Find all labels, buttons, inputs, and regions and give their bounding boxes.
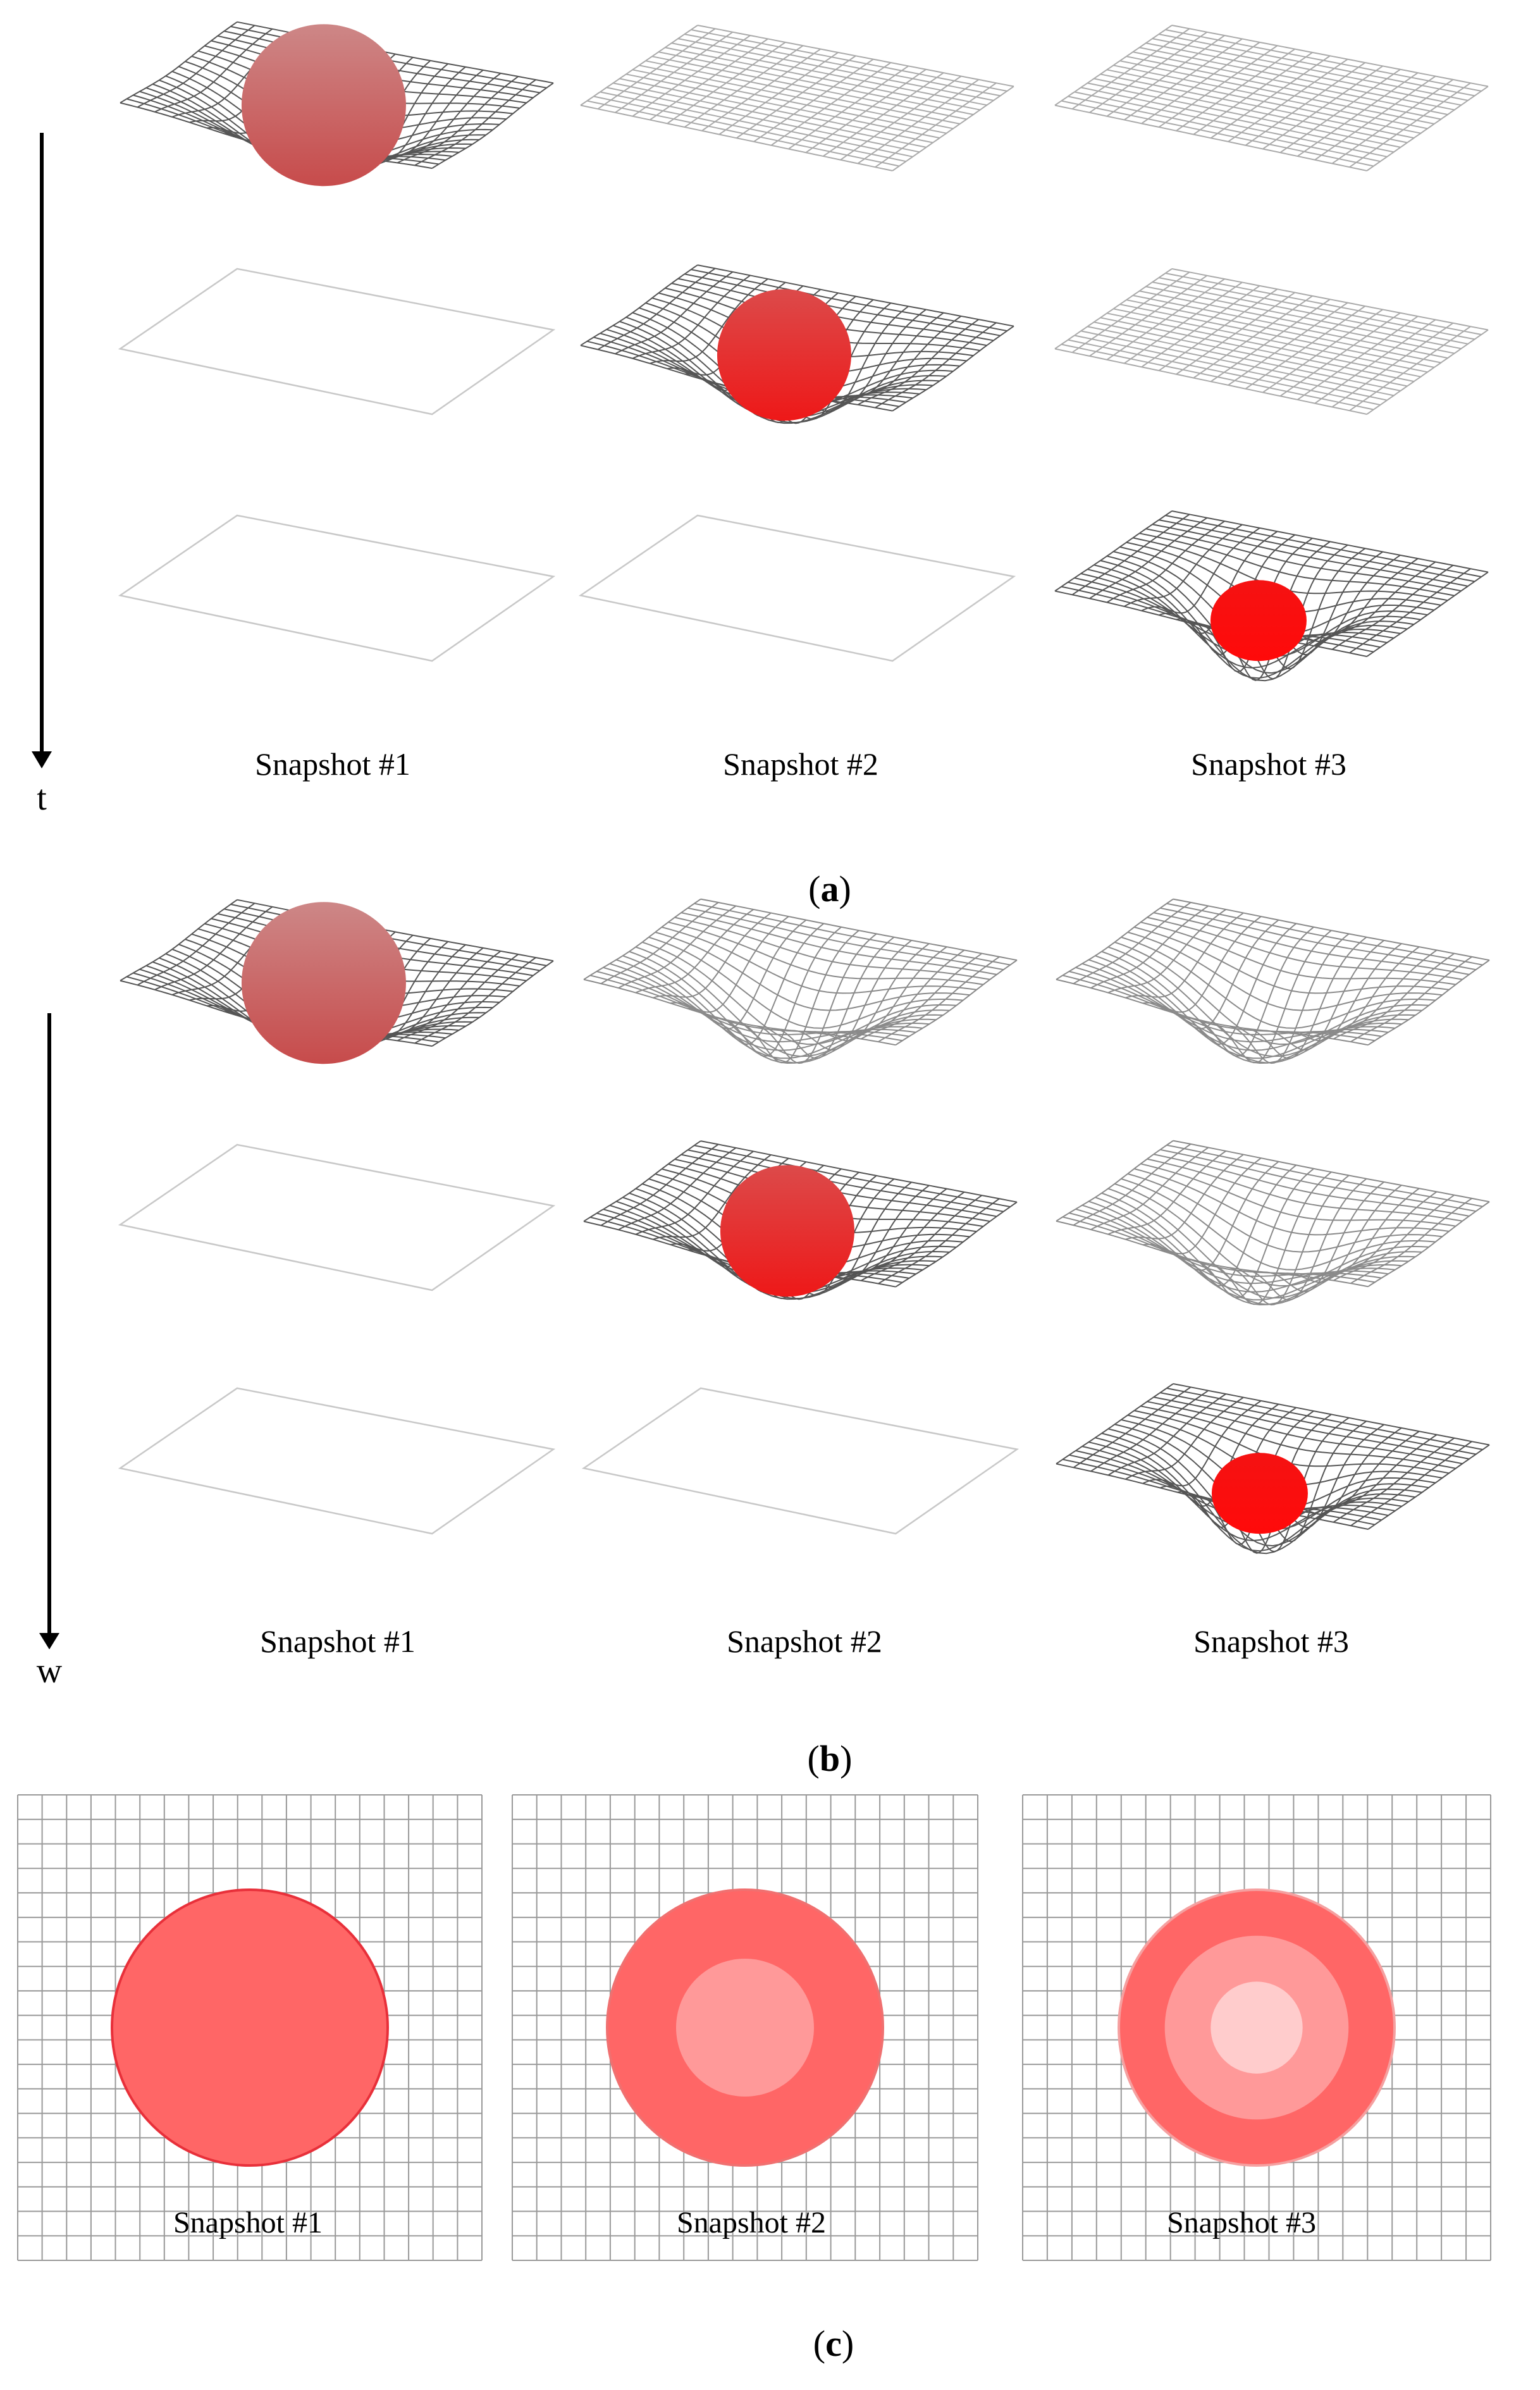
panel-c-snapshot-3-label: Snapshot #3: [1167, 2206, 1316, 2239]
panel-b-row2-snap3-deformed-empty: [1056, 1140, 1490, 1306]
ring-1: [676, 1959, 814, 2097]
panel-c-snapshot-3-grid: [1022, 1794, 1491, 2261]
panel-b-row3-snap1-empty-plane: [118, 1387, 556, 1535]
panel-b-snapshot-2-label: Snapshot #2: [727, 1623, 882, 1659]
ring-1: [111, 1888, 389, 2167]
panel-a-row3-snap3-deformed-ball: [1054, 510, 1489, 682]
panel-c-snapshot-2-label: Snapshot #2: [677, 2206, 826, 2239]
panel-c-snapshot-1-grid: [17, 1794, 483, 2261]
panel-b-row2-snap2-deformed-ball: [583, 1140, 1018, 1300]
panel-a-row1-snap2-flat-grid: [580, 25, 1014, 171]
panel-b-snapshot-3-label: Snapshot #3: [1193, 1623, 1349, 1659]
panel-a: t Snapshot #1 Snapshot #2 Snapshot #3 (a…: [32, 21, 1489, 909]
panel-a-caption: (a): [808, 868, 851, 909]
time-axis-arrow: [32, 133, 52, 768]
panel-b-row1-snap2-deformed-empty: [583, 898, 1018, 1064]
panel-a-row1-snap3-flat-grid: [1054, 25, 1489, 171]
panel-c: Snapshot #1 Snapshot #2 Snapshot #3 (c): [17, 1794, 1491, 2364]
panel-a-row3-snap1-empty-plane: [118, 514, 556, 662]
w-axis-arrow: [39, 1013, 59, 1649]
panel-a-row2-snap2-deformed-ball: [580, 264, 1014, 424]
panel-a-snapshot-2-label: Snapshot #2: [723, 746, 878, 782]
panel-b-row3-snap2-empty-plane: [581, 1387, 1019, 1535]
panel-c-snapshot-1-label: Snapshot #1: [173, 2206, 323, 2239]
panel-b: w Snapshot #1 Snapshot #2 Snapshot #3 (b…: [37, 898, 1490, 1779]
panel-b-row3-snap3-deformed-ball: [1056, 1383, 1490, 1555]
w-axis-label: w: [37, 1651, 63, 1691]
panel-b-snapshot-1-label: Snapshot #1: [260, 1623, 416, 1659]
panel-a-row2-snap3-flat-grid: [1054, 268, 1489, 415]
panel-c-caption: (c): [813, 2323, 854, 2364]
ring-1: [1210, 1981, 1303, 2074]
panel-b-row2-snap1-empty-plane: [118, 1143, 556, 1291]
panel-b-caption: (b): [808, 1738, 853, 1779]
time-axis-label: t: [37, 779, 47, 818]
panel-a-snapshot-3-label: Snapshot #3: [1191, 746, 1346, 782]
panel-a-row2-snap1-empty-plane: [118, 268, 556, 416]
panel-c-snapshot-2-grid: [512, 1794, 978, 2261]
panel-a-snapshot-1-label: Snapshot #1: [255, 746, 410, 782]
panel-b-row1-snap1-deformed-ball: [120, 899, 554, 1064]
panel-a-row3-snap2-empty-plane: [578, 514, 1016, 662]
panel-a-row1-snap1-deformed-ball: [120, 21, 554, 187]
panel-b-row1-snap3-deformed-empty: [1056, 898, 1490, 1064]
